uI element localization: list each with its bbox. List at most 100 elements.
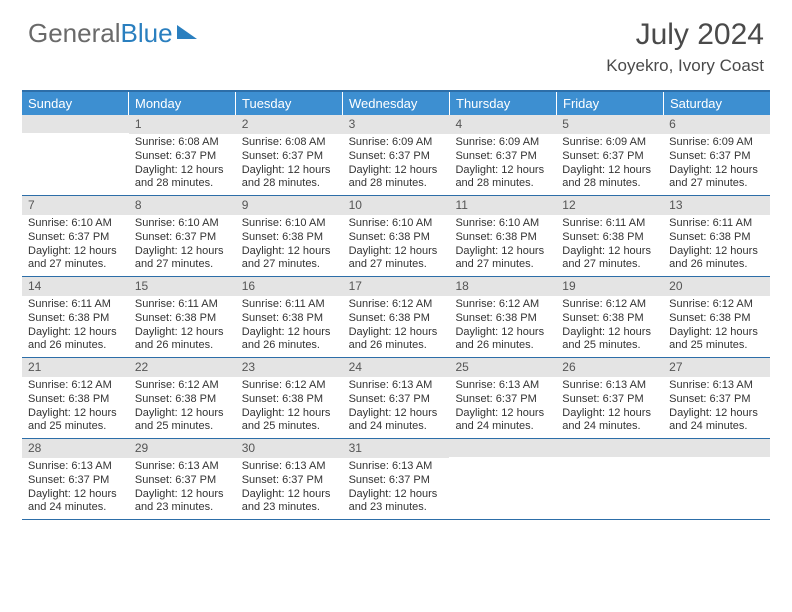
day-info-line: Daylight: 12 hours — [135, 407, 230, 421]
week-row: 14Sunrise: 6:11 AMSunset: 6:38 PMDayligh… — [22, 277, 770, 358]
day-info-line: Sunrise: 6:11 AM — [135, 298, 230, 312]
day-cell: 14Sunrise: 6:11 AMSunset: 6:38 PMDayligh… — [22, 277, 129, 357]
day-cell: 16Sunrise: 6:11 AMSunset: 6:38 PMDayligh… — [236, 277, 343, 357]
day-info-line: Sunrise: 6:10 AM — [455, 217, 550, 231]
calendar: SundayMondayTuesdayWednesdayThursdayFrid… — [22, 90, 770, 520]
day-info-line: Sunset: 6:37 PM — [242, 150, 337, 164]
day-info-line: Daylight: 12 hours — [242, 164, 337, 178]
dow-row: SundayMondayTuesdayWednesdayThursdayFrid… — [22, 92, 770, 115]
day-cell: 19Sunrise: 6:12 AMSunset: 6:38 PMDayligh… — [556, 277, 663, 357]
day-number: 2 — [236, 115, 343, 134]
day-info-line: Sunset: 6:37 PM — [135, 474, 230, 488]
day-cell: 26Sunrise: 6:13 AMSunset: 6:37 PMDayligh… — [556, 358, 663, 438]
day-info-line: Daylight: 12 hours — [669, 164, 764, 178]
day-body: Sunrise: 6:13 AMSunset: 6:37 PMDaylight:… — [343, 458, 450, 519]
day-body: Sunrise: 6:08 AMSunset: 6:37 PMDaylight:… — [129, 134, 236, 195]
logo-word2: Blue — [121, 18, 173, 49]
day-info-line: Daylight: 12 hours — [455, 164, 550, 178]
day-body: Sunrise: 6:12 AMSunset: 6:38 PMDaylight:… — [129, 377, 236, 438]
day-info-line: and 26 minutes. — [455, 339, 550, 353]
day-body: Sunrise: 6:13 AMSunset: 6:37 PMDaylight:… — [556, 377, 663, 438]
week-row: 28Sunrise: 6:13 AMSunset: 6:37 PMDayligh… — [22, 439, 770, 520]
day-info-line: Daylight: 12 hours — [349, 326, 444, 340]
day-info-line: and 28 minutes. — [562, 177, 657, 191]
day-info-line: Sunset: 6:38 PM — [135, 312, 230, 326]
day-info-line: Daylight: 12 hours — [242, 407, 337, 421]
day-info-line: Daylight: 12 hours — [562, 245, 657, 259]
day-info-line: Sunrise: 6:13 AM — [562, 379, 657, 393]
logo-word1: General — [28, 18, 121, 49]
day-body: Sunrise: 6:08 AMSunset: 6:37 PMDaylight:… — [236, 134, 343, 195]
day-body: Sunrise: 6:11 AMSunset: 6:38 PMDaylight:… — [556, 215, 663, 276]
day-info-line: Sunset: 6:37 PM — [455, 393, 550, 407]
day-info-line: Sunset: 6:38 PM — [455, 312, 550, 326]
day-info-line: Daylight: 12 hours — [669, 326, 764, 340]
day-cell: 10Sunrise: 6:10 AMSunset: 6:38 PMDayligh… — [343, 196, 450, 276]
day-info-line: Daylight: 12 hours — [135, 488, 230, 502]
day-info-line: Sunset: 6:37 PM — [135, 231, 230, 245]
day-info-line: Daylight: 12 hours — [349, 488, 444, 502]
day-info-line: Daylight: 12 hours — [669, 245, 764, 259]
logo: GeneralBlue — [28, 18, 197, 49]
day-info-line: and 23 minutes. — [242, 501, 337, 515]
dow-header: Saturday — [664, 92, 770, 115]
day-info-line: Daylight: 12 hours — [349, 245, 444, 259]
day-number: 22 — [129, 358, 236, 377]
day-cell: 7Sunrise: 6:10 AMSunset: 6:37 PMDaylight… — [22, 196, 129, 276]
day-cell — [22, 115, 129, 195]
day-number: 16 — [236, 277, 343, 296]
day-info-line: Sunrise: 6:09 AM — [562, 136, 657, 150]
day-info-line: Sunset: 6:37 PM — [349, 474, 444, 488]
day-cell — [449, 439, 556, 519]
day-info-line: Sunrise: 6:12 AM — [669, 298, 764, 312]
day-number: 21 — [22, 358, 129, 377]
day-info-line: and 26 minutes. — [242, 339, 337, 353]
day-cell: 21Sunrise: 6:12 AMSunset: 6:38 PMDayligh… — [22, 358, 129, 438]
day-number: 24 — [343, 358, 450, 377]
day-cell: 15Sunrise: 6:11 AMSunset: 6:38 PMDayligh… — [129, 277, 236, 357]
day-info-line: Sunset: 6:38 PM — [349, 231, 444, 245]
day-body: Sunrise: 6:13 AMSunset: 6:37 PMDaylight:… — [343, 377, 450, 438]
day-body: Sunrise: 6:10 AMSunset: 6:38 PMDaylight:… — [449, 215, 556, 276]
day-info-line: Sunset: 6:38 PM — [669, 312, 764, 326]
day-info-line: Sunset: 6:37 PM — [562, 393, 657, 407]
day-info-line: Sunset: 6:38 PM — [455, 231, 550, 245]
day-info-line: and 24 minutes. — [28, 501, 123, 515]
day-info-line: and 27 minutes. — [455, 258, 550, 272]
day-info-line: Sunset: 6:38 PM — [669, 231, 764, 245]
day-body — [22, 133, 129, 139]
day-number — [663, 439, 770, 457]
day-cell: 18Sunrise: 6:12 AMSunset: 6:38 PMDayligh… — [449, 277, 556, 357]
day-number: 29 — [129, 439, 236, 458]
day-info-line: and 24 minutes. — [669, 420, 764, 434]
day-info-line: Daylight: 12 hours — [135, 245, 230, 259]
day-body: Sunrise: 6:11 AMSunset: 6:38 PMDaylight:… — [129, 296, 236, 357]
day-info-line: Daylight: 12 hours — [349, 164, 444, 178]
logo-icon — [177, 25, 197, 39]
day-info-line: Sunset: 6:37 PM — [669, 393, 764, 407]
day-body: Sunrise: 6:11 AMSunset: 6:38 PMDaylight:… — [236, 296, 343, 357]
day-info-line: Sunset: 6:38 PM — [562, 312, 657, 326]
day-cell: 23Sunrise: 6:12 AMSunset: 6:38 PMDayligh… — [236, 358, 343, 438]
day-info-line: Sunset: 6:38 PM — [28, 312, 123, 326]
day-info-line: and 27 minutes. — [349, 258, 444, 272]
day-info-line: and 25 minutes. — [242, 420, 337, 434]
day-info-line: Sunset: 6:37 PM — [28, 474, 123, 488]
day-cell: 30Sunrise: 6:13 AMSunset: 6:37 PMDayligh… — [236, 439, 343, 519]
day-number: 17 — [343, 277, 450, 296]
location: Koyekro, Ivory Coast — [606, 56, 764, 76]
day-cell: 17Sunrise: 6:12 AMSunset: 6:38 PMDayligh… — [343, 277, 450, 357]
day-info-line: and 25 minutes. — [28, 420, 123, 434]
day-body — [449, 457, 556, 463]
day-cell: 31Sunrise: 6:13 AMSunset: 6:37 PMDayligh… — [343, 439, 450, 519]
day-cell: 20Sunrise: 6:12 AMSunset: 6:38 PMDayligh… — [663, 277, 770, 357]
day-number: 4 — [449, 115, 556, 134]
day-info-line: and 23 minutes. — [135, 501, 230, 515]
day-info-line: and 28 minutes. — [135, 177, 230, 191]
day-number: 11 — [449, 196, 556, 215]
day-info-line: Sunrise: 6:11 AM — [28, 298, 123, 312]
day-body — [663, 457, 770, 463]
day-body: Sunrise: 6:10 AMSunset: 6:38 PMDaylight:… — [343, 215, 450, 276]
day-info-line: and 27 minutes. — [135, 258, 230, 272]
week-row: 21Sunrise: 6:12 AMSunset: 6:38 PMDayligh… — [22, 358, 770, 439]
